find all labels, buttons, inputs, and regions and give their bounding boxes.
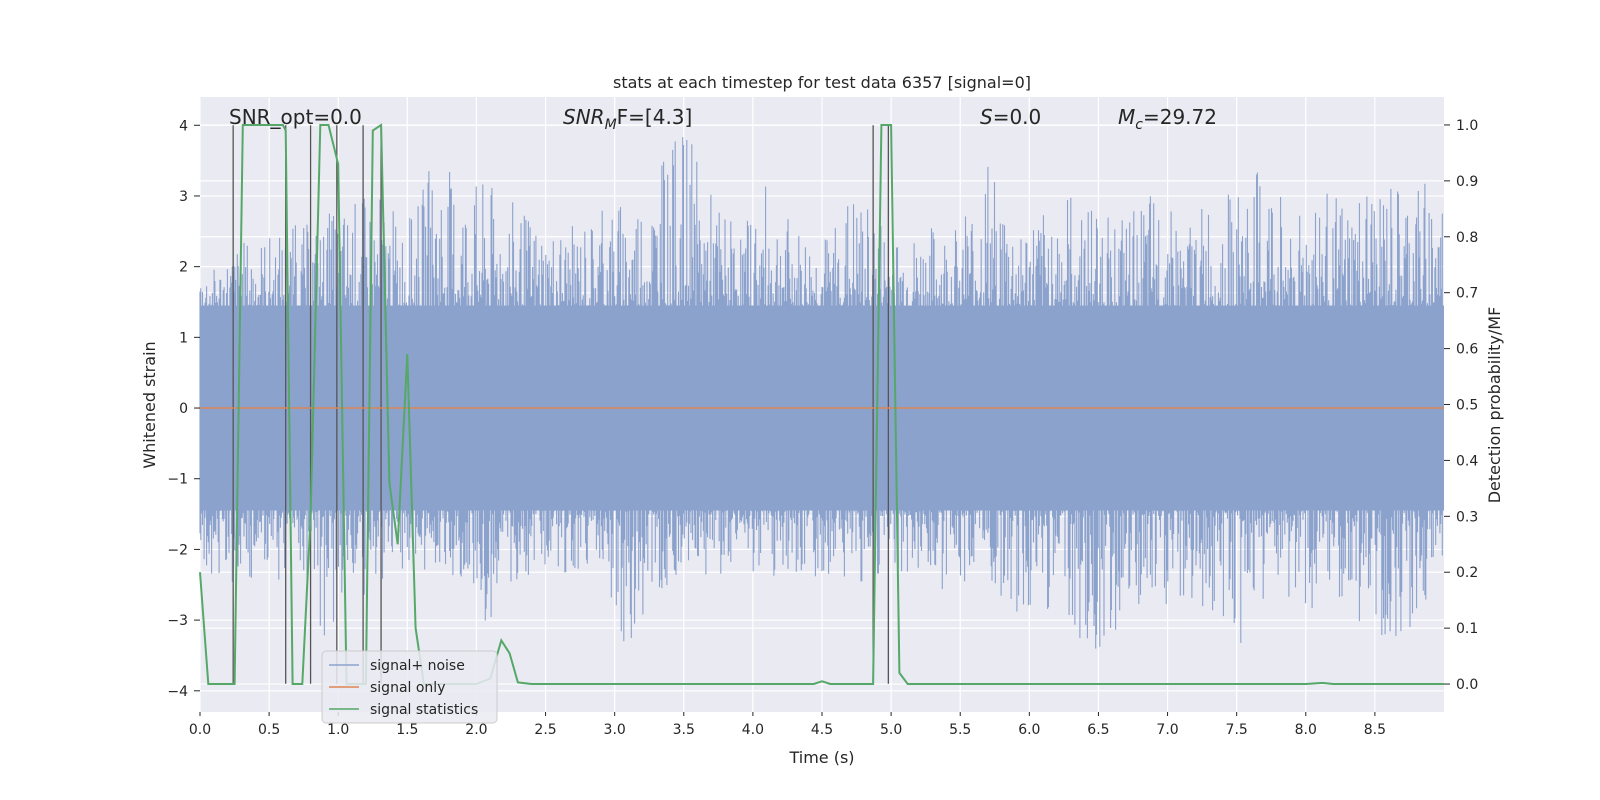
y-tick-label: 1: [179, 330, 188, 346]
y-tick-label: 4: [179, 118, 188, 134]
y2-tick-label: 0.6: [1456, 342, 1478, 358]
x-tick-label: 4.0: [742, 722, 764, 738]
y2-tick-label: 1.0: [1456, 118, 1478, 134]
annotation-text: SNR_opt=0.0: [229, 105, 362, 129]
x-tick-label: 2.0: [465, 722, 487, 738]
x-axis-label: Time (s): [788, 748, 854, 767]
x-tick-label: 3.5: [673, 722, 695, 738]
x-tick-label: 8.5: [1364, 722, 1386, 738]
y2-axis-ticks: 1.0 0.9 0.8 0.7 0.6 0.5 0.4 0.3 0.2 0.1 0.0: [1444, 118, 1478, 693]
annotation-text: SNRMF=[4.3]: [563, 105, 692, 133]
x-tick-label: 1.0: [327, 722, 349, 738]
x-tick-label: 0.5: [258, 722, 280, 738]
y2-tick-label: 0.1: [1456, 621, 1478, 637]
x-axis-ticks: 0.0 0.5 1.0 1.5 2.0 2.5 3.0 3.5 4.0 4.5 5.0 5.5 6.0 6…: [189, 712, 1386, 738]
legend-box: [321, 650, 498, 724]
y2-tick-label: 0.3: [1456, 509, 1478, 525]
x-tick-label: 1.5: [396, 722, 418, 738]
x-tick-label: 4.5: [811, 722, 833, 738]
annotation-text: S=0.0: [980, 105, 1041, 129]
y2-tick-label: 0.2: [1456, 565, 1478, 581]
x-tick-label: 5.0: [880, 722, 902, 738]
x-tick-label: 3.0: [604, 722, 626, 738]
annotation-text: Mc=29.72: [1118, 105, 1217, 133]
legend: signal+ noise signal only signal statistic…: [321, 650, 498, 724]
y-tick-label: 2: [179, 260, 188, 276]
vertical-markers: [232, 125, 889, 684]
y-tick-label: −1: [167, 472, 188, 488]
x-tick-label: 5.5: [949, 722, 971, 738]
legend-label: signal statistics: [370, 702, 478, 718]
y2-tick-label: 0.7: [1456, 286, 1478, 302]
x-tick-label: 2.5: [534, 722, 556, 738]
y2-tick-label: 0.8: [1456, 230, 1478, 246]
y2-tick-label: 0.0: [1456, 677, 1478, 693]
y-tick-label: 3: [179, 189, 188, 205]
x-tick-label: 8.0: [1295, 722, 1317, 738]
x-tick-label: 7.0: [1156, 722, 1178, 738]
chart-title: stats at each timestep for test data 635…: [613, 73, 1031, 92]
y2-axis-label: Detection probability/MF: [1485, 307, 1504, 504]
y-tick-label: −2: [167, 542, 188, 558]
annotations: SNR_opt=0.0 SNRMF=[4.3] S=0.0 Mc=29.72: [229, 105, 1217, 133]
x-tick-label: 0.0: [189, 722, 211, 738]
y-tick-label: −4: [167, 684, 188, 700]
legend-label: signal only: [370, 680, 445, 696]
x-tick-label: 6.5: [1087, 722, 1109, 738]
y-tick-label: −3: [167, 613, 188, 629]
y-axis-ticks: 4 3 2 1 0 −1 −2 −3 −4: [167, 118, 200, 700]
y2-tick-label: 0.4: [1456, 453, 1478, 469]
noise-trace: [199, 137, 1444, 649]
y2-tick-label: 0.9: [1456, 174, 1478, 190]
x-tick-label: 7.5: [1226, 722, 1248, 738]
y-axis-label: Whitened strain: [140, 341, 159, 468]
legend-label: signal+ noise: [370, 658, 465, 674]
y-tick-label: 0: [179, 401, 188, 417]
x-tick-label: 6.0: [1018, 722, 1040, 738]
y2-tick-label: 0.5: [1456, 398, 1478, 414]
